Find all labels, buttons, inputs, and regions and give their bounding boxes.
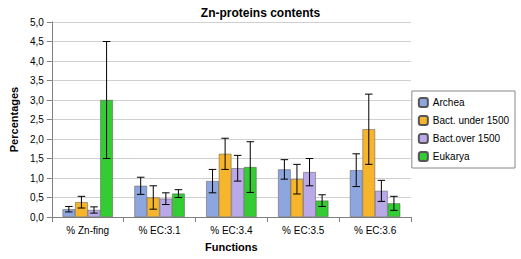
svg-text:Archea: Archea xyxy=(433,97,465,108)
svg-text:4,0: 4,0 xyxy=(30,56,44,67)
svg-text:1,0: 1,0 xyxy=(30,173,44,184)
svg-text:Zn-proteins contents: Zn-proteins contents xyxy=(201,6,321,20)
svg-text:1,5: 1,5 xyxy=(30,153,44,164)
svg-text:4,5: 4,5 xyxy=(30,36,44,47)
svg-text:% EC:3.1: % EC:3.1 xyxy=(138,225,181,236)
svg-text:Bact. under 1500: Bact. under 1500 xyxy=(433,115,510,126)
svg-text:5,0: 5,0 xyxy=(30,17,44,28)
svg-text:Eukarya: Eukarya xyxy=(433,151,470,162)
svg-text:% EC:3.5: % EC:3.5 xyxy=(282,225,325,236)
svg-text:% EC:3.4: % EC:3.4 xyxy=(210,225,253,236)
svg-text:0,5: 0,5 xyxy=(30,192,44,203)
svg-text:2,5: 2,5 xyxy=(30,114,44,125)
svg-text:2,0: 2,0 xyxy=(30,134,44,145)
svg-text:Bact.over 1500: Bact.over 1500 xyxy=(433,133,501,144)
svg-text:% EC:3.6: % EC:3.6 xyxy=(354,225,397,236)
svg-text:Functions: Functions xyxy=(205,241,258,253)
svg-text:3,5: 3,5 xyxy=(30,75,44,86)
svg-text:% Zn-fing: % Zn-fing xyxy=(66,225,109,236)
svg-text:3,0: 3,0 xyxy=(30,95,44,106)
svg-text:Percentages: Percentages xyxy=(8,87,20,152)
svg-text:0,0: 0,0 xyxy=(30,212,44,223)
